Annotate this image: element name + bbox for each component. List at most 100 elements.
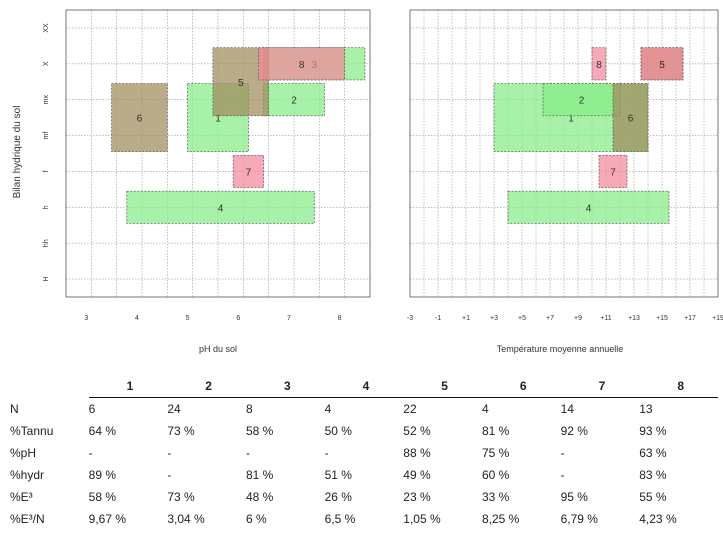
range-box-7	[598, 154, 628, 188]
range-box-2	[542, 83, 621, 117]
table-cell: 26 %	[324, 490, 352, 504]
range-box-5	[640, 47, 684, 81]
table-cell: 95 %	[560, 490, 588, 504]
range-box-4	[126, 190, 315, 224]
table-cell: 8,25 %	[481, 512, 520, 526]
column-header: 5	[403, 375, 482, 398]
table-cell: 60 %	[481, 468, 510, 482]
y-tick-label: f	[43, 170, 50, 172]
range-box-label-1: 1	[568, 114, 574, 125]
table-cell: 4,23 %	[639, 512, 677, 526]
range-box-8	[258, 47, 346, 81]
x-axis-title-temperature: Température moyenne annuelle	[497, 344, 624, 354]
column-header: 4	[324, 375, 404, 398]
x-tick-label: +15	[656, 315, 668, 322]
table-cell: -	[167, 446, 172, 460]
range-box-label-8: 8	[596, 60, 602, 71]
table-cell: 75 %	[481, 446, 510, 460]
y-tick-label: XX	[43, 23, 50, 33]
range-box-label-1: 1	[215, 114, 221, 125]
x-tick-label: +13	[628, 315, 640, 322]
x-tick-label: 5	[186, 315, 190, 322]
range-box-7	[232, 154, 264, 188]
table-row: N 6 24 8 4 22 4 14 13	[10, 398, 718, 421]
table-cell: 6	[88, 402, 96, 416]
column-header: 2	[167, 375, 246, 398]
ph-chart: 12345678345678XXXmxmffhhhH	[43, 9, 371, 322]
table-cell: 73 %	[167, 424, 195, 438]
table-row: %E³ 58 % 73 % 48 % 26 % 23 % 33 % 95 % 55 %	[10, 486, 718, 508]
table-cell: 14	[560, 402, 574, 416]
plot-frame	[65, 9, 371, 298]
x-tick-label: +19	[712, 315, 723, 322]
table-cell: 8	[245, 402, 253, 416]
x-tick-label: 4	[135, 315, 139, 322]
table-cell: 58 %	[245, 424, 274, 438]
column-header: 3	[245, 375, 325, 398]
table-cell: 4	[481, 402, 489, 416]
x-tick-label: +7	[546, 315, 554, 322]
table-cell: 93 %	[639, 424, 667, 438]
table-cell: 81 %	[245, 468, 274, 482]
y-tick-label: h	[43, 205, 50, 209]
x-tick-label: 8	[338, 315, 342, 322]
table-cell: 50 %	[324, 424, 352, 438]
x-tick-label: +5	[518, 315, 526, 322]
plot-frame	[409, 9, 719, 298]
column-header: 6	[481, 375, 561, 398]
table-cell: 6,5 %	[324, 512, 356, 526]
table-cell: -	[560, 446, 565, 460]
y-tick-label: X	[43, 61, 50, 66]
y-tick-label: mx	[43, 95, 50, 105]
table-cell: -	[245, 446, 250, 460]
table-cell: 3,04 %	[167, 512, 205, 526]
table-cell: 9,67 %	[88, 512, 127, 526]
x-tick-label: +1	[462, 315, 470, 322]
table-row: %hydr 89 % - 81 % 51 % 49 % 60 % - 83 %	[10, 464, 718, 486]
row-label: %pH	[10, 446, 37, 460]
table-cell: 83 %	[639, 468, 667, 482]
charts-area: 12345678345678XXXmxmffhhhH 12345678-3-1+…	[12, 9, 723, 354]
x-tick-label: +11	[600, 315, 611, 322]
table-cell: 64 %	[88, 424, 117, 438]
range-box-label-7: 7	[610, 167, 616, 178]
table-cell: -	[560, 468, 565, 482]
table-cell: 22	[403, 402, 417, 416]
table-cell: 58 %	[88, 490, 117, 504]
x-tick-label: 6	[236, 315, 240, 322]
row-label: %E³/N	[10, 512, 45, 526]
table-cell: 55 %	[639, 490, 667, 504]
table-cell: 6,79 %	[560, 512, 598, 526]
x-tick-label: +17	[684, 315, 696, 322]
row-label: N	[10, 401, 19, 416]
table-cell: 4	[324, 402, 332, 416]
table-row: %E³/N 9,67 % 3,04 % 6 % 6,5 % 1,05 % 8,25 % 6,7…	[10, 508, 718, 530]
table-cell: 6 %	[245, 512, 267, 526]
table-body: N 6 24 8 4 22 4 14 13 %Tannu 64 % 73 % 58 % 50 % 52 % 8…	[10, 398, 718, 531]
range-box-label-6: 6	[628, 114, 634, 125]
table-cell: 48 %	[245, 490, 274, 504]
x-tick-label: 7	[287, 315, 291, 322]
range-box-label-4: 4	[218, 203, 224, 214]
x-tick-label: +9	[574, 315, 582, 322]
row-label: %Tannu	[10, 424, 54, 438]
table-cell: 1,05 %	[403, 512, 441, 526]
table-cell: 33 %	[481, 490, 510, 504]
range-box-label-2: 2	[579, 96, 585, 107]
range-box-label-5: 5	[659, 60, 665, 71]
x-axis-title-ph: pH du sol	[199, 344, 237, 354]
x-tick-label: -1	[435, 315, 441, 322]
table-cell: 89 %	[88, 468, 117, 482]
y-tick-label: mf	[43, 132, 50, 140]
range-box-4	[507, 190, 670, 224]
column-header: 7	[560, 375, 640, 398]
range-box-label-5: 5	[238, 78, 244, 89]
column-header: 8	[639, 375, 718, 398]
table-cell: -	[324, 446, 329, 460]
range-box-6	[111, 83, 168, 153]
table-cell: 73 %	[167, 490, 195, 504]
table-cell: -	[88, 446, 93, 460]
y-tick-label: hh	[43, 239, 50, 247]
row-label: %E³	[10, 490, 33, 504]
